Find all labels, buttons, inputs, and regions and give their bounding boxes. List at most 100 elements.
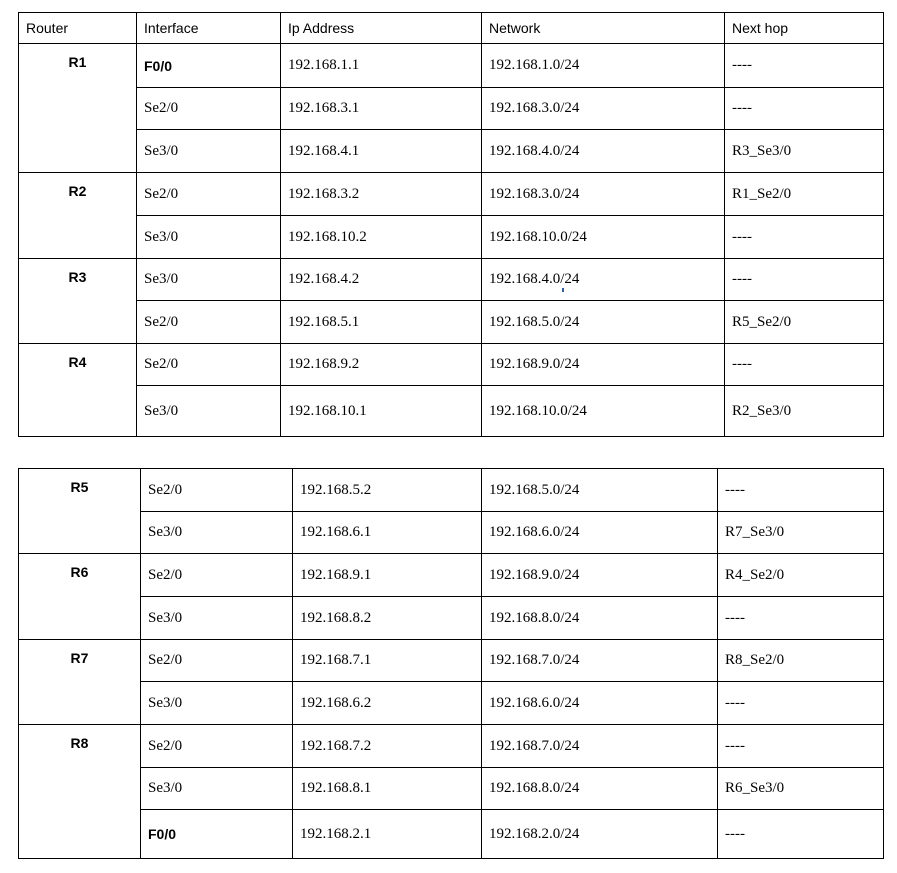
- network-cell: 192.168.6.0/24: [481, 511, 718, 554]
- ip-address-cell: 192.168.7.1: [292, 639, 482, 682]
- next-hop-cell: R5_Se2/0: [724, 300, 884, 344]
- table-row: R4 Se2/0 192.168.9.2 192.168.9.0/24 ----: [18, 343, 884, 437]
- interface-cell: Se2/0: [140, 468, 293, 512]
- next-hop-cell: R8_Se2/0: [717, 639, 884, 682]
- next-hop-cell: ----: [717, 468, 884, 512]
- header-interface: Interface: [136, 12, 281, 44]
- ip-address-cell: 192.168.3.1: [280, 87, 482, 130]
- network-cell: 192.168.1.0/24: [481, 43, 725, 88]
- network-cell: 192.168.5.0/24: [481, 300, 725, 344]
- router-name: R4: [18, 343, 137, 437]
- interface-cell: Se2/0: [140, 639, 293, 682]
- network-cell: 192.168.4.0/24: [481, 129, 725, 173]
- header-row: Router Interface Ip Address Network Next…: [18, 12, 884, 44]
- interface-cell: Se3/0: [140, 511, 293, 554]
- table-row: R1 F0/0 192.168.1.1 192.168.1.0/24 ----: [18, 43, 884, 173]
- next-hop-cell: R6_Se3/0: [717, 767, 884, 810]
- interface-cell: Se3/0: [140, 596, 293, 640]
- interface-cell: Se2/0: [136, 87, 281, 130]
- ip-address-cell: 192.168.4.2: [280, 258, 482, 301]
- table-row: R5 Se2/0 192.168.5.2 192.168.5.0/24 ----: [18, 468, 884, 554]
- interface-cell: Se3/0: [140, 767, 293, 810]
- table-row: Se2/0 192.168.5.1 192.168.5.0/24 R5_Se2/0: [19, 300, 884, 344]
- ip-address-cell: 192.168.9.2: [280, 343, 482, 386]
- header-ip-address: Ip Address: [280, 12, 482, 44]
- next-hop-cell: ----: [717, 809, 884, 859]
- next-hop-cell: ----: [717, 596, 884, 640]
- stray-mark: [562, 288, 564, 292]
- ip-address-cell: 192.168.5.1: [280, 300, 482, 344]
- interface-cell: Se3/0: [136, 258, 281, 301]
- ip-address-cell: 192.168.10.1: [280, 385, 482, 437]
- interface-cell: F0/0: [140, 809, 293, 859]
- network-cell: 192.168.2.0/24: [481, 809, 718, 859]
- table-row: R6 Se2/0 192.168.9.1 192.168.9.0/24 R4_Se2/0: [18, 553, 884, 640]
- next-hop-cell: ----: [717, 681, 884, 725]
- ip-address-cell: 192.168.9.1: [292, 553, 482, 597]
- next-hop-cell: ----: [724, 87, 884, 130]
- network-cell: 192.168.7.0/24: [481, 639, 718, 682]
- router-name: R8: [18, 724, 141, 859]
- network-cell: 192.168.7.0/24: [481, 724, 718, 768]
- table-row: Se2/0 192.168.3.1 192.168.3.0/24 ----: [19, 87, 884, 130]
- ip-address-cell: 192.168.8.2: [292, 596, 482, 640]
- ip-address-cell: 192.168.10.2: [280, 215, 482, 259]
- next-hop-cell: R3_Se3/0: [724, 129, 884, 173]
- interface-cell: Se2/0: [140, 553, 293, 597]
- routing-table-1: Router Interface Ip Address Network Next…: [18, 12, 884, 437]
- router-name: R7: [18, 639, 141, 725]
- header-network: Network: [481, 12, 725, 44]
- network-cell: 192.168.8.0/24: [481, 596, 718, 640]
- network-cell: 192.168.3.0/24: [481, 87, 725, 130]
- interface-cell: F0/0: [136, 43, 281, 88]
- next-hop-cell: R2_Se3/0: [724, 385, 884, 437]
- table-row: Se3/0 192.168.8.1 192.168.8.0/24 R6_Se3/0: [19, 767, 884, 810]
- network-cell: 192.168.4.0/24: [481, 258, 725, 301]
- table-row: R3 Se3/0 192.168.4.2 192.168.4.0/24 ----: [18, 258, 884, 344]
- next-hop-cell: ----: [717, 724, 884, 768]
- table-row: Se3/0 192.168.10.1 192.168.10.0/24 R2_Se3/0: [19, 385, 884, 437]
- ip-address-cell: 192.168.5.2: [292, 468, 482, 512]
- next-hop-cell: ----: [724, 343, 884, 386]
- table-row: Se3/0 192.168.6.1 192.168.6.0/24 R7_Se3/0: [19, 511, 884, 554]
- interface-cell: Se3/0: [140, 681, 293, 725]
- network-cell: 192.168.10.0/24: [481, 385, 725, 437]
- network-cell: 192.168.9.0/24: [481, 343, 725, 386]
- table-row: Se3/0 192.168.8.2 192.168.8.0/24 ----: [19, 596, 884, 640]
- header-router: Router: [18, 12, 137, 44]
- router-name: R3: [18, 258, 137, 344]
- ip-address-cell: 192.168.8.1: [292, 767, 482, 810]
- ip-address-cell: 192.168.4.1: [280, 129, 482, 173]
- routing-table-2: R5 Se2/0 192.168.5.2 192.168.5.0/24 ---- Se3/…: [18, 468, 884, 859]
- next-hop-cell: ----: [724, 215, 884, 259]
- network-cell: 192.168.3.0/24: [481, 172, 725, 216]
- next-hop-cell: ----: [724, 258, 884, 301]
- network-cell: 192.168.8.0/24: [481, 767, 718, 810]
- table-row: Se3/0 192.168.4.1 192.168.4.0/24 R3_Se3/0: [19, 129, 884, 173]
- network-cell: 192.168.5.0/24: [481, 468, 718, 512]
- table-row: Se3/0 192.168.6.2 192.168.6.0/24 ----: [19, 681, 884, 725]
- next-hop-cell: ----: [724, 43, 884, 88]
- interface-cell: Se2/0: [136, 343, 281, 386]
- router-name: R5: [18, 468, 141, 554]
- network-cell: 192.168.9.0/24: [481, 553, 718, 597]
- table-row: F0/0 192.168.2.1 192.168.2.0/24 ----: [19, 809, 884, 859]
- interface-cell: Se3/0: [136, 215, 281, 259]
- network-cell: 192.168.6.0/24: [481, 681, 718, 725]
- ip-address-cell: 192.168.7.2: [292, 724, 482, 768]
- interface-cell: Se3/0: [136, 385, 281, 437]
- interface-cell: Se2/0: [140, 724, 293, 768]
- header-next-hop: Next hop: [724, 12, 884, 44]
- ip-address-cell: 192.168.6.1: [292, 511, 482, 554]
- table-row: R8 Se2/0 192.168.7.2 192.168.7.0/24 ----: [18, 724, 884, 859]
- table-row: R7 Se2/0 192.168.7.1 192.168.7.0/24 R8_Se2/0: [18, 639, 884, 725]
- next-hop-cell: R4_Se2/0: [717, 553, 884, 597]
- ip-address-cell: 192.168.1.1: [280, 43, 482, 88]
- ip-address-cell: 192.168.3.2: [280, 172, 482, 216]
- table-row: Se3/0 192.168.10.2 192.168.10.0/24 ----: [19, 215, 884, 259]
- interface-cell: Se2/0: [136, 300, 281, 344]
- next-hop-cell: R7_Se3/0: [717, 511, 884, 554]
- network-cell: 192.168.10.0/24: [481, 215, 725, 259]
- ip-address-cell: 192.168.2.1: [292, 809, 482, 859]
- router-name: R6: [18, 553, 141, 640]
